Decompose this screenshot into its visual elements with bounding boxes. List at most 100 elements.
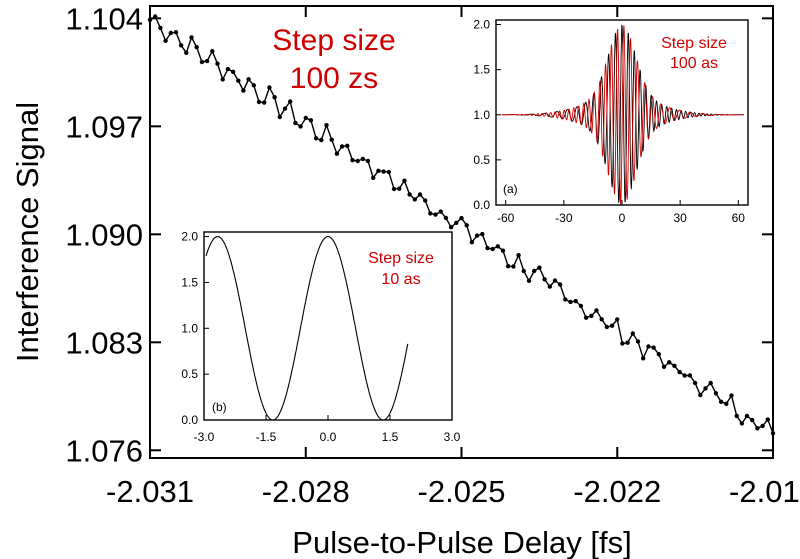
inset-b-y-tick-label: 0.5 (181, 367, 198, 381)
main-data-point (303, 115, 308, 121)
main-data-point (521, 268, 526, 274)
main-data-point (589, 313, 594, 319)
inset-a-annotation-line1: Step size (661, 35, 727, 52)
main-data-point (168, 30, 173, 36)
inset-b: -3.0 -1.5 0.0 1.5 3.0 0.0 0.5 1.0 1.5 2.0 (b) Ste… (181, 230, 460, 444)
main-data-point (609, 323, 615, 328)
main-data-point (417, 192, 423, 197)
inset-a-x-tick-label: 0 (619, 211, 626, 225)
main-data-point (464, 223, 469, 228)
main-data-point (153, 14, 158, 19)
main-data-point (729, 393, 734, 398)
main-data-point (433, 212, 438, 217)
main-data-point (765, 417, 770, 422)
main-data-point (334, 151, 340, 156)
main-data-point (708, 380, 713, 386)
main-data-point (350, 158, 355, 163)
main-data-point (469, 240, 475, 245)
inset-a-x-tick-label: -60 (497, 211, 515, 225)
inset-a-x-tick-label: 30 (673, 211, 687, 225)
main-data-point (651, 345, 656, 350)
main-data-point (542, 277, 547, 282)
main-data-point (755, 426, 760, 431)
main-data-point (329, 137, 334, 142)
main-xlabel: Pulse-to-Pulse Delay [fs] (292, 525, 631, 559)
main-data-point (744, 413, 750, 419)
inset-b-y-tick-label: 1.0 (181, 321, 198, 335)
main-annotation-line1: Step size (272, 24, 395, 57)
main-data-point (516, 253, 521, 258)
main-data-point (267, 85, 272, 90)
main-data-point (672, 363, 677, 368)
inset-b-y-tick-label: 0.0 (181, 413, 198, 427)
main-data-point (770, 431, 776, 436)
main-data-point (573, 298, 578, 304)
main-data-point (163, 38, 168, 43)
main-data-point (646, 344, 651, 349)
main-data-point (178, 43, 184, 48)
main-data-point (661, 364, 667, 369)
inset-a-annotation-line2: 100 as (670, 55, 718, 72)
main-data-point (635, 339, 641, 344)
main-data-point (760, 423, 765, 429)
main-data-point (298, 124, 303, 129)
inset-a-y-tick-label: 1.0 (473, 108, 490, 122)
main-data-point (583, 315, 589, 320)
main-y-tick-label: 1.076 (65, 433, 143, 468)
main-data-point (355, 158, 360, 164)
main-data-point (210, 49, 215, 54)
main-y-tick-label: 1.090 (65, 217, 143, 252)
main-data-point (158, 25, 163, 31)
main-data-point (682, 373, 687, 378)
main-data-point (506, 264, 511, 269)
main-data-point (568, 299, 573, 305)
main-data-point (459, 215, 464, 221)
main-data-point (220, 77, 225, 82)
main-x-tick-label: -2.031 (106, 474, 194, 509)
main-data-point (241, 88, 246, 93)
main-y-tick-label: 1.097 (65, 109, 143, 144)
main-data-point (184, 50, 189, 55)
main-data-point (272, 95, 277, 100)
main-x-tick-label: -2.022 (573, 474, 661, 509)
main-annotation-line2: 100 zs (290, 62, 378, 95)
inset-a-y-tick-label: 2.0 (473, 18, 490, 32)
main-data-point (376, 168, 381, 173)
main-data-point (563, 297, 568, 302)
main-data-point (511, 264, 516, 269)
inset-b-panel-label: (b) (212, 400, 227, 414)
main-data-point (630, 331, 635, 336)
inset-b-y-tick-label: 2.0 (181, 230, 198, 244)
main-data-point (687, 373, 693, 378)
inset-b-background (204, 232, 452, 420)
main-data-point (604, 324, 610, 330)
main-data-point (423, 198, 428, 203)
inset-b-annotation-line1: Step size (368, 250, 434, 267)
inset-a: -60 -30 0 30 60 0.0 0.5 1.0 1.5 2.0 (a) Step size… (473, 18, 749, 225)
main-data-point (215, 61, 220, 66)
main-data-point (230, 69, 236, 75)
main-data-point (236, 78, 241, 83)
inset-a-y-tick-label: 0.5 (473, 153, 490, 167)
main-data-point (490, 246, 495, 252)
main-data-point (407, 192, 412, 197)
main-data-point (147, 17, 153, 23)
main-data-point (251, 83, 256, 88)
main-data-point (485, 245, 490, 251)
main-data-point (480, 231, 485, 237)
main-data-point (402, 178, 407, 183)
main-data-point (313, 136, 319, 141)
inset-b-y-tick-label: 1.5 (181, 275, 198, 289)
main-data-point (339, 144, 345, 149)
inset-b-x-tick-label: -1.5 (256, 430, 277, 444)
main-data-point (345, 143, 350, 148)
main-y-tick-label: 1.104 (65, 1, 143, 36)
inset-a-y-tick-label: 0.0 (473, 198, 490, 212)
inset-a-panel-label: (a) (503, 182, 518, 196)
main-data-point (194, 45, 199, 50)
main-data-point (308, 118, 314, 123)
main-data-point (371, 175, 376, 180)
main-data-point (599, 317, 604, 322)
inset-a-x-tick-label: -30 (555, 211, 573, 225)
